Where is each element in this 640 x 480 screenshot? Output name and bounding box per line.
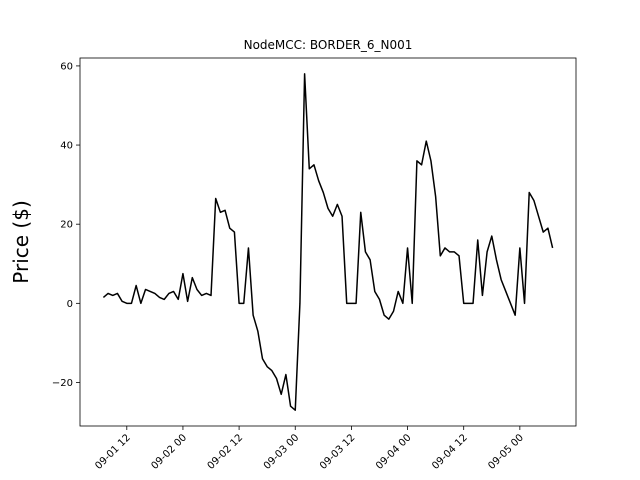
y-axis-label: Price ($) (9, 200, 33, 283)
y-tick-label: 40 (60, 141, 73, 152)
plot-frame (79, 57, 577, 427)
y-tick-label: 20 (60, 220, 73, 231)
price-line (102, 73, 554, 411)
y-tick-label: 0 (67, 299, 73, 310)
y-tick-label: −20 (52, 378, 73, 389)
y-tick-label: 60 (60, 61, 73, 72)
chart-title: NodeMCC: BORDER_6_N001 (244, 38, 413, 52)
